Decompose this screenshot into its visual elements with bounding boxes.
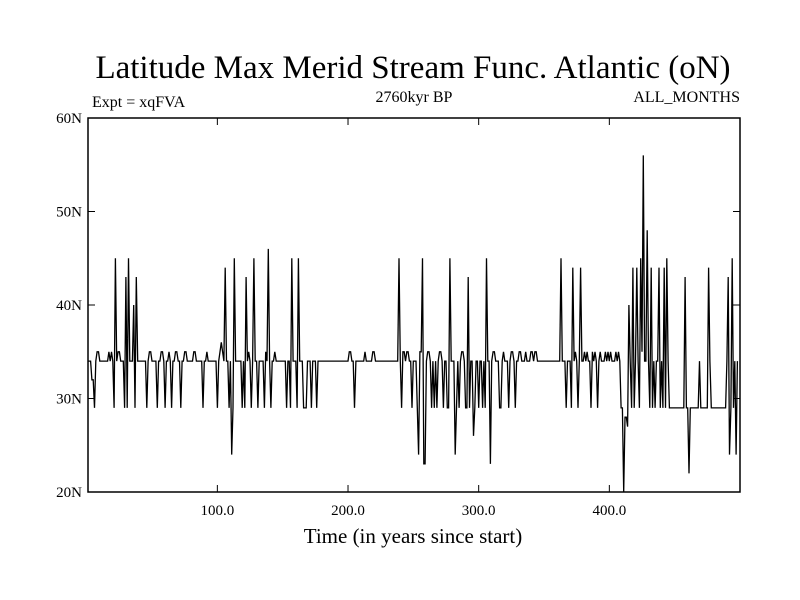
x-tick-label: 400.0 [592,503,626,519]
months-label: ALL_MONTHS [633,89,740,106]
y-tick-label: 20N [56,485,82,501]
x-axis-label: Time (in years since start) [304,524,523,548]
y-tick-label: 30N [56,392,82,408]
experiment-label: Expt = xqFVA [92,94,186,111]
y-tick-label: 40N [56,298,82,314]
x-axis: 100.0 200.0 300.0 400.0 [200,118,626,519]
chart-title: Latitude Max Merid Stream Func. Atlantic… [95,50,730,86]
plot-area [87,117,741,493]
period-label: 2760kyr BP [376,89,453,106]
y-tick-label: 50N [56,205,82,221]
y-tick-label: 60N [56,111,82,127]
series-line [88,155,739,493]
x-tick-label: 300.0 [462,503,496,519]
y-axis: 20N 30N 40N 50N 60N [56,111,740,501]
x-tick-label: 100.0 [200,503,234,519]
x-tick-label: 200.0 [331,503,365,519]
